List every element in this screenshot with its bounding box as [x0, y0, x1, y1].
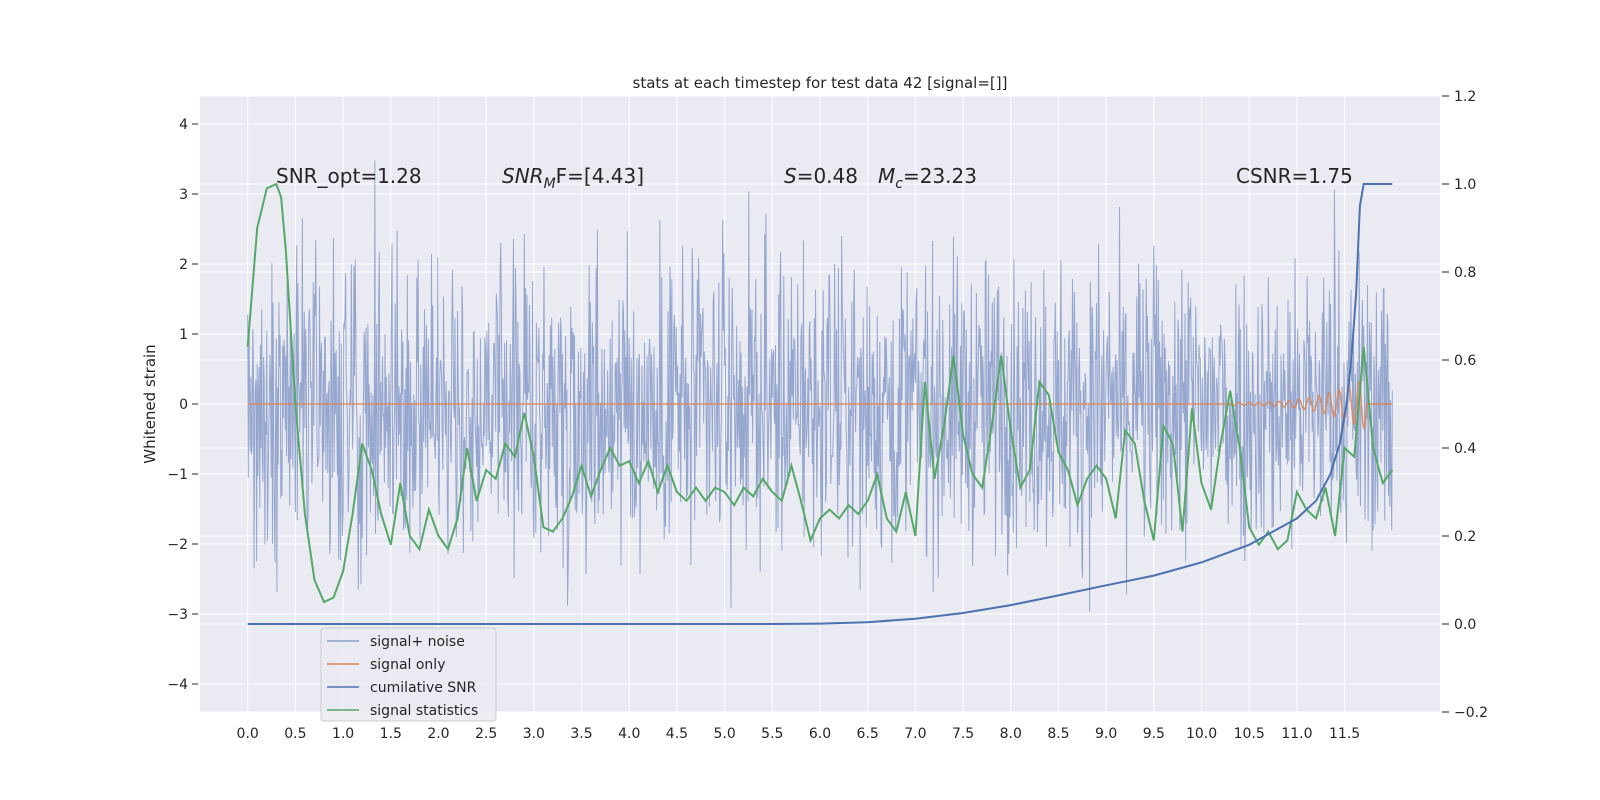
signal-statistics-line: [246, 182, 1394, 604]
signal-noise-series: [247, 160, 1393, 612]
x-tick-label: 9.0: [1095, 726, 1117, 742]
x-tick-label: 7.0: [904, 726, 926, 742]
legend: signal+ noise signal only cumilative SNR…: [320, 627, 497, 722]
y-tick-label: −2: [167, 537, 188, 553]
x-tick-label: 3.5: [570, 726, 592, 742]
snr-mf-sub: M: [544, 176, 556, 192]
signal-noise-line: [247, 160, 1393, 612]
snr-mf-rest: F=[4.43]: [556, 164, 644, 188]
y-tick-label: −4: [167, 677, 188, 693]
x-tick-label: 3.0: [523, 726, 545, 742]
x-tick-label: 6.0: [809, 726, 831, 742]
y2-tick-label: 0.4: [1454, 441, 1476, 457]
x-tick-label: 1.0: [332, 726, 354, 742]
y2-tick-label: 0.0: [1454, 617, 1476, 633]
annotations: SNR_opt=1.28 SNRMF=[4.43] S=0.48 Mc=23.2…: [276, 164, 1353, 192]
x-tick-label: 8.5: [1047, 726, 1069, 742]
x-tick-label: 6.5: [857, 726, 879, 742]
x-tick-label: 0.5: [284, 726, 306, 742]
legend-label-cumulative-snr: cumilative SNR: [370, 680, 477, 696]
y-tick-label: 3: [179, 187, 188, 203]
y-tick-label: −1: [167, 467, 188, 483]
x-axis-ticks: 0.0 0.5 1.0 1.5 2.0 2.5 3.0 3.5 4.0 4.5 5.0 5.5 6.0 6…: [237, 726, 1361, 742]
mc-annotation: Mc=23.23: [878, 164, 977, 192]
s-annotation: S=0.48: [784, 164, 858, 188]
y-tick-label: 1: [179, 327, 188, 343]
signal-only-series: [247, 380, 1393, 430]
legend-label-signal-statistics: signal statistics: [370, 703, 478, 719]
y2-axis-ticks: 1.2 1.0 0.8 0.6 0.4 0.2 0.0 −0.2: [1442, 89, 1488, 721]
x-tick-label: 4.0: [618, 726, 640, 742]
y-tick-label: −3: [167, 607, 188, 623]
y2-tick-label: 0.8: [1454, 265, 1476, 281]
snr-opt-annotation: SNR_opt=1.28: [276, 164, 422, 188]
x-tick-label: 10.0: [1186, 726, 1217, 742]
signal-statistics-series: [246, 182, 1394, 604]
mc-val: =23.23: [903, 164, 977, 188]
y-tick-label: 2: [179, 257, 188, 273]
snr-mf-base: SNR: [502, 164, 544, 188]
x-tick-label: 8.0: [1000, 726, 1022, 742]
mc-var: M: [878, 164, 895, 188]
chart-title: stats at each timestep for test data 42 …: [633, 74, 1008, 92]
y2-tick-label: 1.2: [1454, 89, 1476, 105]
cumulative-snr-series: [247, 183, 1393, 625]
x-tick-label: 1.5: [380, 726, 402, 742]
y2-tick-label: 0.6: [1454, 353, 1476, 369]
legend-label-signal-only: signal only: [370, 657, 445, 673]
snr-mf-annotation: SNRMF=[4.43]: [502, 164, 644, 192]
signal-only-line: [247, 380, 1393, 430]
y2-tick-label: 0.2: [1454, 529, 1476, 545]
y-axis-label: Whitened strain: [141, 344, 159, 463]
y2-tick-label: −0.2: [1454, 705, 1488, 721]
y-tick-label: 4: [179, 117, 188, 133]
x-tick-label: 5.5: [761, 726, 783, 742]
y-tick-label: 0: [179, 397, 188, 413]
x-tick-label: 7.5: [952, 726, 974, 742]
legend-label-signal-noise: signal+ noise: [370, 634, 465, 650]
x-tick-label: 5.0: [713, 726, 735, 742]
x-tick-label: 11.5: [1329, 726, 1360, 742]
x-tick-label: 10.5: [1234, 726, 1265, 742]
legend-box: [320, 627, 497, 722]
csnr-annotation: CSNR=1.75: [1236, 164, 1353, 188]
x-tick-label: 4.5: [666, 726, 688, 742]
x-tick-label: 2.5: [475, 726, 497, 742]
mc-sub: c: [895, 176, 903, 192]
cumulative-snr-line: [247, 183, 1393, 625]
y2-tick-label: 1.0: [1454, 177, 1476, 193]
x-tick-label: 9.5: [1143, 726, 1165, 742]
x-tick-label: 2.0: [427, 726, 449, 742]
y-axis-ticks: 4 3 2 1 0 −1 −2 −3 −4: [167, 117, 198, 693]
s-var: S: [784, 164, 797, 188]
s-val: =0.48: [797, 164, 858, 188]
x-tick-label: 11.0: [1281, 726, 1312, 742]
x-tick-label: 0.0: [237, 726, 259, 742]
